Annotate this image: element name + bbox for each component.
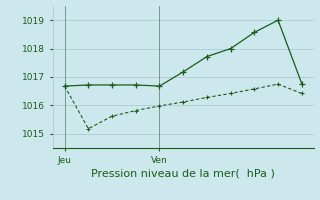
X-axis label: Pression niveau de la mer(  hPa ): Pression niveau de la mer( hPa ) bbox=[91, 169, 275, 179]
